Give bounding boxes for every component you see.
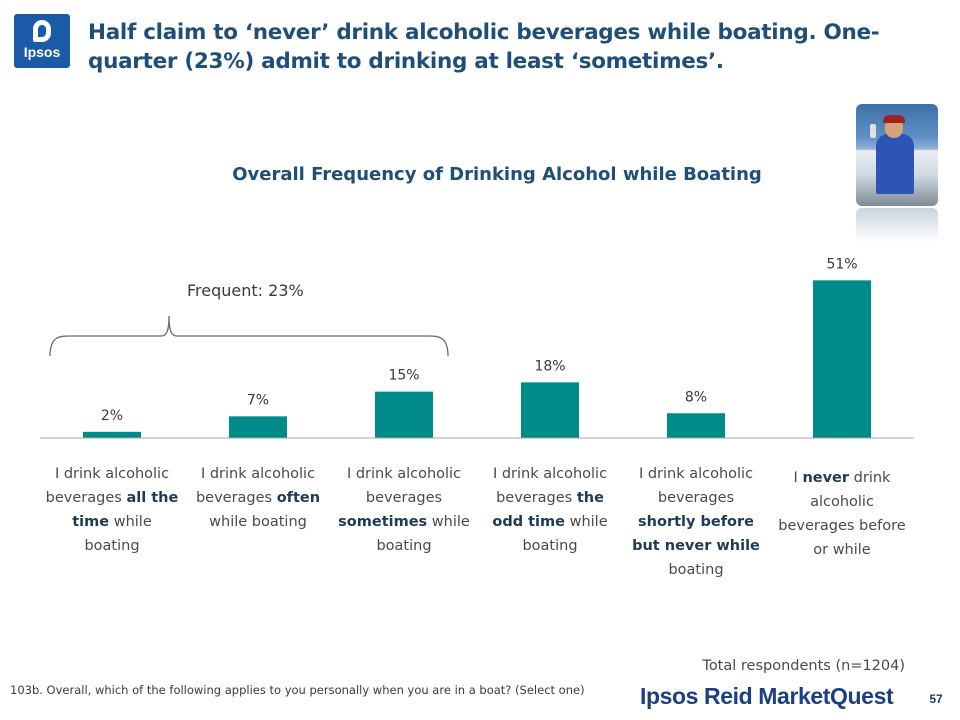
ipsos-logo-glyph [33,20,51,42]
x-label-3-part-1: I drink alcoholic beverages [346,466,462,506]
chart-title: Overall Frequency of Drinking Alcohol wh… [232,164,762,185]
x-label-3-part-3: while boating [376,514,470,554]
data-label-5: 8% [685,389,707,405]
x-label-4-part-1: I drink alcoholic beverages [492,466,608,506]
x-label-2-part-2: often [276,490,321,506]
photo-person [876,134,914,194]
x-label-2: I drink alcoholic beverages often while … [190,462,326,534]
x-label-4-part-2: the odd time [492,490,604,530]
total-respondents: Total respondents (n=1204) [702,658,905,674]
x-label-5-part-2: shortly before but never while [632,514,760,554]
x-label-1: I drink alcoholic beverages all the time… [44,462,180,558]
frequent-group-label: Frequent: 23% [187,281,304,300]
x-label-5: I drink alcoholic beverages shortly befo… [628,462,764,582]
frequent-group-brace [49,315,449,357]
x-label-1-part-3: while boating [84,514,152,554]
x-label-4: I drink alcoholic beverages the odd time… [482,462,618,558]
photo-cap [883,115,905,123]
ipsos-logo: Ipsos [14,14,70,68]
bar-6 [813,280,871,438]
photo-can [870,124,876,138]
x-label-6-part-2: never [802,470,850,486]
data-label-6: 51% [826,256,857,272]
x-label-5-part-3: boating [668,562,724,578]
x-label-6-part-3: drink alcoholic beverages before or whil… [778,470,906,558]
photo-head [885,118,903,138]
x-label-2-part-3: while boating [209,514,307,530]
x-label-1-part-1: I drink alcoholic beverages [45,466,170,506]
bar-3 [375,391,433,438]
x-label-1-part-2: all the time [72,490,179,530]
data-label-2: 7% [247,392,269,408]
bar-2 [229,416,287,438]
data-label-4: 18% [534,358,565,374]
page-number: 57 [929,692,943,706]
data-label-1: 2% [101,408,123,424]
x-label-6-part-1: I [793,470,803,486]
bar-5 [667,413,725,438]
x-label-5-part-1: I drink alcoholic beverages [638,466,754,506]
boater-photo [856,104,938,206]
x-label-2-part-1: I drink alcoholic beverages [195,466,316,506]
bar-series: 2% 7% 15% 18% 8% 51% [83,256,871,438]
photo-reflection [856,208,938,242]
x-label-4-part-3: while boating [522,514,608,554]
x-label-6: I never drink alcoholic beverages before… [774,466,910,562]
bar-1 [83,431,141,438]
x-label-3-part-2: sometimes [338,514,428,530]
data-label-3: 15% [388,368,419,384]
bar-4 [521,382,579,438]
x-label-3: I drink alcoholic beverages sometimes wh… [336,462,472,558]
ipsos-logo-text: Ipsos [23,44,61,60]
brand-logo: Ipsos Reid MarketQuest [640,683,894,709]
question-footnote: 103b. Overall, which of the following ap… [10,683,585,697]
slide-headline: Half claim to ‘never’ drink alcoholic be… [88,20,880,74]
